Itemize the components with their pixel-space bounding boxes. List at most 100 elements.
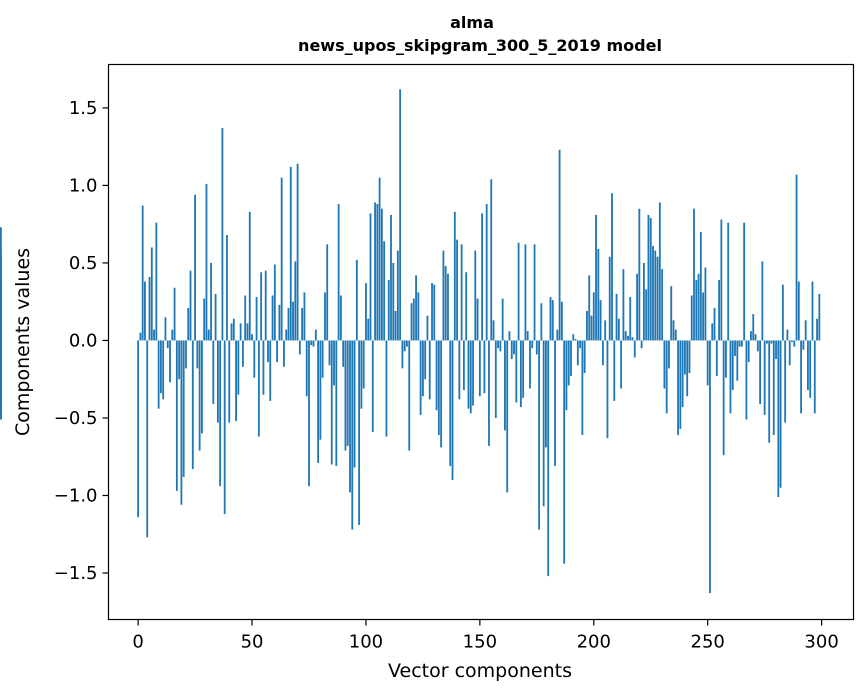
bar <box>189 270 192 341</box>
bar <box>608 256 611 341</box>
bar <box>335 340 338 467</box>
bar <box>469 340 472 414</box>
bar <box>0 340 2 377</box>
bar <box>362 340 365 389</box>
bar <box>467 340 470 409</box>
bar <box>526 331 529 341</box>
bar <box>583 340 586 374</box>
bar <box>187 307 190 341</box>
bar <box>392 262 395 341</box>
bar <box>376 204 379 341</box>
bar <box>709 340 711 594</box>
bar <box>786 329 789 341</box>
bar <box>779 340 782 488</box>
bar <box>797 281 800 341</box>
bar <box>358 340 361 525</box>
bar <box>649 217 652 341</box>
bar <box>478 340 481 397</box>
bar <box>424 340 427 380</box>
bar <box>754 334 757 341</box>
bar <box>818 293 821 341</box>
bar <box>711 323 714 341</box>
bar <box>235 340 237 422</box>
bar <box>230 323 233 341</box>
bar <box>613 340 616 401</box>
bar <box>617 318 620 341</box>
bar <box>141 205 144 341</box>
bar-series <box>0 89 821 594</box>
bar <box>0 292 2 341</box>
bar <box>287 307 290 341</box>
bar <box>360 340 363 409</box>
y-tick-label: 1.5 <box>69 98 98 119</box>
bar <box>267 340 269 363</box>
bar <box>538 340 541 530</box>
bar <box>153 329 155 341</box>
bar <box>731 340 734 391</box>
bar <box>239 323 242 341</box>
bar <box>560 301 563 341</box>
x-tick-label: 100 <box>349 632 383 653</box>
bar <box>529 340 531 389</box>
bar <box>631 337 634 341</box>
bar <box>736 340 739 381</box>
bar <box>194 194 196 341</box>
bar <box>207 329 210 341</box>
bar <box>574 338 577 341</box>
bar <box>551 300 554 341</box>
bar <box>428 340 431 400</box>
bar <box>175 340 178 491</box>
bar <box>221 128 224 341</box>
bar <box>237 340 240 395</box>
bar <box>0 340 2 347</box>
bar <box>273 264 276 341</box>
bar <box>406 340 408 347</box>
bar <box>506 340 509 493</box>
bar <box>813 340 816 414</box>
bar <box>148 276 151 341</box>
bar <box>171 329 174 341</box>
bar <box>242 340 244 367</box>
bar <box>456 239 458 341</box>
bar <box>567 340 570 386</box>
y-axis-label: Components values <box>12 248 34 436</box>
bar <box>319 340 322 440</box>
bar <box>654 250 657 341</box>
bar <box>226 235 228 341</box>
bar <box>513 340 515 355</box>
bar <box>289 166 292 341</box>
bar <box>440 340 443 448</box>
bar <box>772 340 775 436</box>
bar <box>674 329 677 341</box>
bar <box>547 340 550 577</box>
bar <box>463 340 465 391</box>
bar <box>442 250 445 341</box>
x-tick-label: 200 <box>577 632 611 653</box>
bar <box>310 340 313 346</box>
bar <box>412 298 415 341</box>
bar <box>346 340 349 446</box>
bar <box>759 340 761 405</box>
bar <box>804 320 807 341</box>
bar <box>661 269 664 341</box>
y-tick-label: −1.5 <box>54 563 98 584</box>
bar <box>435 340 438 411</box>
bar <box>725 340 727 378</box>
x-tick-label: 250 <box>691 632 725 653</box>
y-axis-ticks: −1.5 −1.0 −0.5 0.0 0.5 1.0 1.5 <box>54 98 109 584</box>
bar <box>244 295 247 341</box>
bar <box>155 222 158 341</box>
bar <box>704 267 707 341</box>
bar <box>809 340 812 398</box>
bar <box>296 163 299 341</box>
bar <box>294 261 297 341</box>
bar <box>164 317 167 341</box>
bar <box>522 340 525 398</box>
bar <box>563 340 566 564</box>
bar <box>699 231 702 341</box>
bar <box>800 340 803 414</box>
y-tick-label: 0.5 <box>69 253 98 274</box>
bar <box>426 315 429 341</box>
bar <box>604 320 607 341</box>
